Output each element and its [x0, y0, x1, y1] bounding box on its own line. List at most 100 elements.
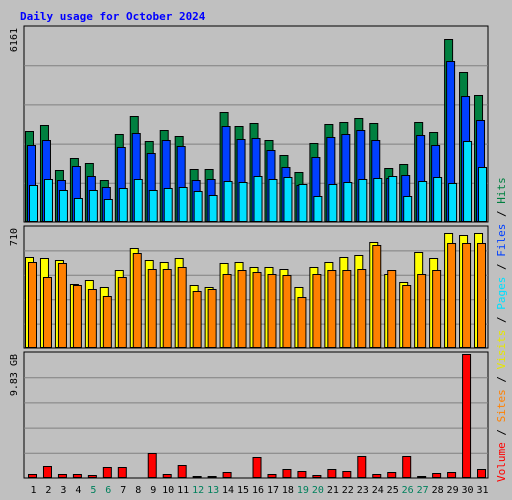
x-tick-label-day-2: 2 [45, 485, 51, 496]
y-max-label-panel-3: 9.83 GB [9, 354, 20, 396]
bar-pages-day-8 [133, 179, 143, 222]
bar-pages-day-11 [178, 187, 188, 222]
x-tick-label-day-17: 17 [267, 485, 279, 496]
bar-volume-day-2 [42, 466, 52, 478]
bar-sites-day-2 [42, 277, 52, 348]
bar-sites-day-22 [342, 270, 352, 348]
x-tick-label-day-5: 5 [90, 485, 96, 496]
bar-volume-day-6 [102, 467, 112, 478]
bar-sites-day-13 [207, 289, 217, 348]
bar-sites-day-20 [312, 274, 322, 348]
bar-volume-day-17 [267, 474, 277, 478]
x-tick-label-day-14: 14 [222, 485, 234, 496]
bar-pages-day-7 [118, 188, 128, 222]
bar-pages-day-4 [73, 198, 83, 222]
bar-sites-day-21 [327, 270, 337, 348]
bar-pages-day-23 [358, 179, 368, 222]
bar-volume-day-27 [417, 476, 427, 478]
bar-pages-day-30 [463, 141, 473, 222]
bar-pages-day-10 [163, 188, 173, 222]
x-tick-label-day-31: 31 [476, 485, 488, 496]
bar-volume-day-19 [297, 471, 307, 478]
bar-pages-day-29 [448, 183, 458, 222]
x-tick-label-day-6: 6 [105, 485, 111, 496]
bar-sites-day-8 [132, 253, 142, 348]
x-tick-label-day-12: 12 [192, 485, 204, 496]
bar-pages-day-15 [238, 182, 248, 222]
bar-pages-day-16 [253, 176, 263, 222]
bar-pages-day-2 [43, 179, 53, 222]
bar-volume-day-30 [462, 354, 472, 478]
bar-sites-day-29 [447, 243, 457, 348]
bar-sites-day-27 [417, 274, 427, 348]
bar-sites-day-23 [357, 269, 367, 348]
bar-pages-day-25 [388, 176, 398, 222]
bar-volume-day-13 [207, 476, 217, 478]
x-tick-label-day-8: 8 [135, 485, 141, 496]
bar-volume-day-1 [28, 474, 37, 478]
bar-pages-day-17 [268, 179, 278, 222]
bar-sites-day-30 [462, 243, 472, 348]
x-tick-label-day-22: 22 [342, 485, 354, 496]
bar-sites-day-15 [237, 270, 247, 348]
x-tick-label-day-26: 26 [402, 485, 414, 496]
x-tick-label-day-29: 29 [447, 485, 459, 496]
bar-volume-day-31 [477, 469, 487, 478]
legend-entry-visits: Visits [495, 330, 508, 370]
bar-pages-day-20 [313, 196, 323, 222]
x-tick-label-day-23: 23 [357, 485, 369, 496]
bar-volume-day-12 [192, 476, 202, 478]
x-tick-label-day-7: 7 [120, 485, 126, 496]
bar-volume-day-7 [117, 467, 127, 478]
bar-pages-day-13 [208, 195, 218, 222]
bar-pages-day-24 [373, 178, 383, 222]
x-tick-label-day-28: 28 [432, 485, 444, 496]
x-tick-label-day-24: 24 [372, 485, 384, 496]
bar-pages-day-26 [403, 196, 413, 222]
legend-entry-volume: Volume [495, 442, 508, 482]
bar-pages-day-3 [58, 190, 68, 222]
x-tick-label-day-10: 10 [162, 485, 174, 496]
bar-pages-day-22 [343, 182, 353, 222]
bar-volume-day-21 [327, 469, 337, 478]
bar-pages-day-12 [193, 191, 203, 222]
x-tick-label-day-30: 30 [462, 485, 474, 496]
bar-volume-day-5 [87, 475, 97, 478]
bar-volume-day-16 [252, 457, 262, 478]
x-tick-label-day-9: 9 [150, 485, 156, 496]
bar-sites-day-4 [72, 285, 82, 348]
bar-volume-day-18 [282, 469, 292, 478]
bar-pages-day-6 [103, 199, 113, 222]
bar-pages-day-19 [298, 184, 308, 222]
legend-entry-pages: Pages [495, 277, 508, 310]
bar-volume-day-24 [372, 474, 382, 478]
bar-pages-day-31 [478, 167, 488, 222]
bar-sites-day-24 [372, 245, 382, 348]
bar-pages-day-5 [88, 190, 98, 222]
x-tick-label-day-19: 19 [297, 485, 309, 496]
legend-separator: / [495, 422, 508, 442]
bar-sites-day-26 [402, 285, 412, 348]
x-tick-label-day-25: 25 [387, 485, 399, 496]
x-tick-label-day-1: 1 [30, 485, 36, 496]
bar-pages-day-28 [433, 177, 443, 222]
x-tick-label-day-21: 21 [327, 485, 339, 496]
bar-volume-day-14 [222, 472, 232, 478]
bar-sites-day-25 [387, 270, 397, 348]
bar-sites-day-11 [177, 267, 187, 348]
chart-title: Daily usage for October 2024 [20, 10, 206, 23]
bar-volume-day-11 [177, 465, 187, 478]
legend-entry-hits: Hits [495, 177, 508, 204]
bar-sites-day-1 [28, 262, 37, 348]
legend-separator: / [495, 257, 508, 277]
bar-sites-day-7 [117, 277, 127, 348]
bar-sites-day-5 [87, 289, 97, 348]
bar-sites-day-6 [102, 296, 112, 348]
bar-pages-day-14 [223, 181, 233, 222]
x-tick-label-day-11: 11 [177, 485, 189, 496]
x-tick-label-day-27: 27 [417, 485, 429, 496]
x-tick-label-day-13: 13 [207, 485, 219, 496]
legend: Volume / Sites / Visits / Pages / Files … [495, 177, 508, 482]
bar-volume-day-20 [312, 475, 322, 478]
